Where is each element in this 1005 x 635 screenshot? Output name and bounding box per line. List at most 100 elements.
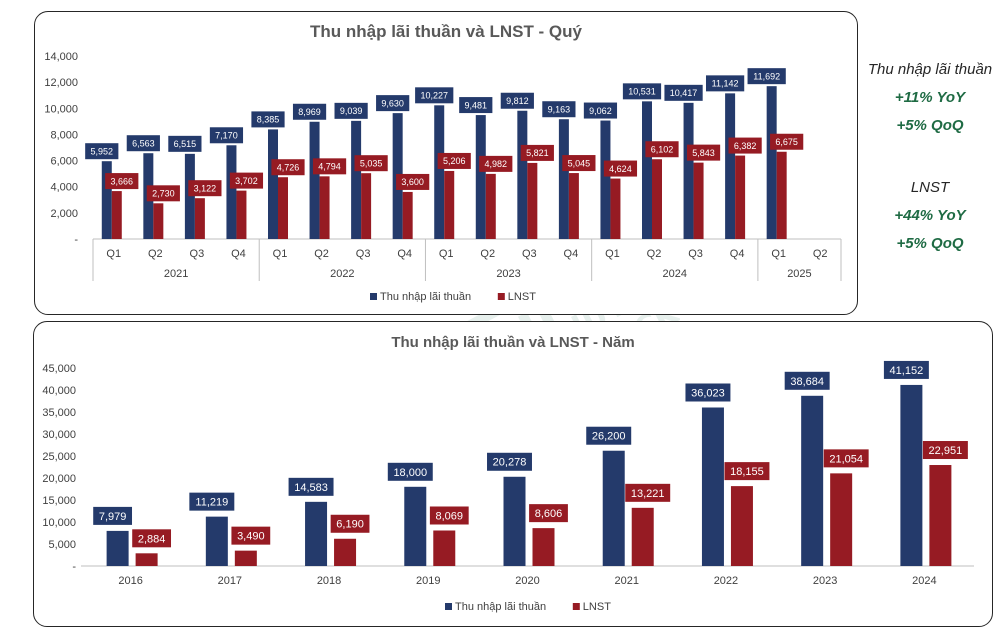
y-y-tick-label: 45,000 [42,363,76,375]
q-x-tick-label: Q3 [356,248,371,260]
q-x-tick-label: Q3 [190,248,205,260]
y-lnst-data-label-bg [922,441,968,460]
y-nii-data-label: 38,684 [790,376,824,388]
quarterly-chart-panel: Thu nhập lãi thuần và LNST - Quý - 2,000 4… [34,11,858,315]
q-nii-data-label: 10,531 [628,87,656,97]
y-nii-data-label-bg [586,426,632,445]
y-legend-swatch-nii [445,603,452,610]
q-lnst-data-label-bg [562,155,596,172]
q-lnst-bar [652,159,662,239]
q-nii-bar [725,93,736,239]
y-lnst-data-label-bg [330,514,370,533]
q-x-tick-label: Q4 [564,248,579,260]
y-lnst-bar [433,530,456,566]
y-nii-data-label-bg [784,371,830,390]
q-lnst-data-label-bg [229,172,264,189]
q-nii-bar [351,120,362,239]
q-legend-lnst: LNST [508,291,536,303]
q-nii-bar [766,86,777,239]
q-lnst-data-label-bg [520,144,554,161]
q-lnst-data-label: 3,122 [194,183,217,193]
y-lnst-bar [830,473,853,566]
y-lnst-bar [929,465,952,566]
y-nii-data-label: 41,152 [890,365,924,377]
y-y-tick-label: 35,000 [42,407,76,419]
y-nii-bar [106,530,129,566]
y-lnst-bar [631,507,654,566]
y-y-tick-label: 10,000 [42,517,76,529]
y-lnst-data-label: 22,951 [929,445,963,457]
q-nii-data-label-bg [85,143,119,160]
y-lnst-data-label-bg [429,506,469,525]
q-lnst-data-label: 6,382 [734,141,757,151]
y-lnst-data-label-bg [625,483,671,502]
q-lnst-bar [776,151,787,239]
annual-chart: - 5,000 10,000 15,000 20,000 25,000 30,000 35,0… [42,360,974,613]
q-nii-data-label-bg [583,102,618,119]
y-lnst-data-label: 18,155 [730,466,764,478]
y-y-tick-label: 30,000 [42,429,76,441]
q-y-tick-label: 14,000 [44,51,78,63]
q-nii-data-label-bg [664,84,703,101]
q-nii-bar [101,161,112,239]
q-lnst-data-label: 6,102 [651,144,674,154]
q-lnst-data-label-bg [770,133,804,150]
q-nii-data-label: 10,227 [420,91,448,101]
q-lnst-bar [111,191,122,239]
y-nii-bar [205,516,228,566]
y-lnst-bar [532,528,555,566]
y-x-tick-label: 2018 [317,575,341,587]
q-nii-data-label: 5,952 [91,146,114,156]
q-lnst-data-label-bg [603,160,638,177]
q-lnst-data-label-bg [188,180,222,197]
nii-yoy: +11% YoY [894,89,966,106]
q-lnst-bar [568,173,579,239]
q-legend-swatch-nii [370,293,377,300]
y-y-tick-label: 15,000 [42,495,76,507]
q-nii-bar [434,105,445,239]
q-nii-data-label-bg [747,68,786,85]
q-nii-bar [558,119,569,239]
q-nii-data-label-bg [705,75,745,92]
annual-chart-title: Thu nhập lãi thuần và LNST - Năm [391,334,635,351]
y-lnst-data-label: 13,221 [631,488,665,500]
quarterly-chart: - 2,000 4,000 6,000 8,000 10,000 12,000 14,000 5… [44,51,842,303]
q-y-tick-label: - [74,234,78,246]
annual-chart-panel: Thu nhập lãi thuần và LNST - Năm - 5,000 1… [33,321,993,627]
q-x-tick-label: Q1 [771,248,786,260]
q-nii-data-label-bg [292,103,327,120]
q-group-label: 2025 [787,268,811,280]
q-lnst-data-label-bg [354,155,388,172]
q-lnst-bar [361,173,372,239]
y-x-tick-label: 2019 [416,575,440,587]
q-lnst-data-label: 4,794 [318,162,341,172]
q-nii-bar [517,110,528,240]
y-nii-data-label: 11,219 [195,497,228,509]
nii-qoq: +5% QoQ [896,117,964,134]
q-lnst-data-label: 4,726 [277,162,300,172]
q-nii-data-label-bg [168,135,202,152]
q-nii-bar [309,121,320,239]
q-lnst-bar [610,178,621,239]
q-x-tick-label: Q2 [148,248,163,260]
q-nii-data-label: 9,481 [465,100,488,110]
q-nii-data-label: 9,163 [548,104,571,114]
q-lnst-data-label-bg [645,141,679,158]
lnst-growth-notes: LNST +44% YoY +5% QoQ [855,174,1005,258]
q-y-tick-label: 6,000 [50,156,78,168]
q-lnst-bar [402,191,413,239]
q-nii-data-label: 9,812 [506,96,529,106]
y-y-tick-label: 40,000 [42,385,76,397]
q-lnst-data-label: 2,730 [152,189,175,199]
q-nii-bar [683,102,694,239]
q-lnst-bar [153,203,164,239]
q-lnst-data-label: 5,206 [443,156,466,166]
y-lnst-data-label: 6,190 [336,519,364,531]
q-lnst-data-label: 4,624 [609,164,632,174]
y-nii-data-label: 7,979 [99,511,127,523]
y-nii-data-label: 26,200 [592,431,626,443]
q-lnst-data-label-bg [479,155,513,172]
q-lnst-data-label: 5,035 [360,158,383,168]
y-nii-data-label: 36,023 [691,387,725,399]
q-nii-data-label-bg [500,92,534,109]
